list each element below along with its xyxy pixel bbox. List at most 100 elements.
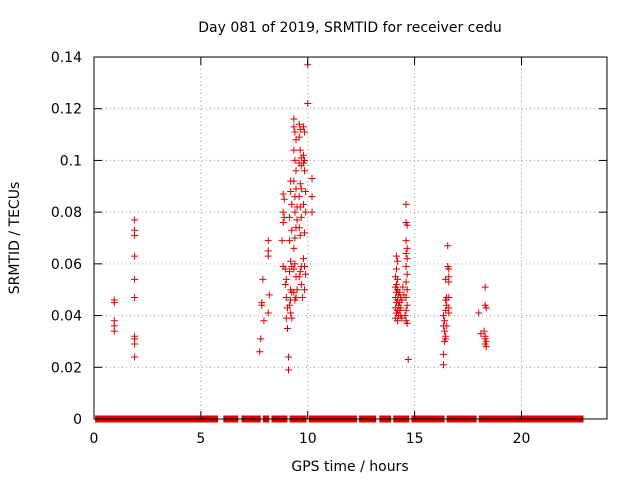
axis-ticks: 0 0.02 0.04 0.06 0.08 0.1 0.12 0.14 0 5 10 15 20 xyxy=(51,50,607,447)
data-point xyxy=(279,190,287,198)
data-point xyxy=(301,229,309,237)
data-point xyxy=(402,293,410,301)
data-point xyxy=(396,306,404,314)
data-point xyxy=(480,327,488,335)
data-point xyxy=(285,366,293,374)
y-tick-label: 0.12 xyxy=(51,102,82,118)
data-point xyxy=(403,270,411,278)
data-point xyxy=(264,309,272,317)
data-point xyxy=(264,237,272,245)
data-point xyxy=(290,115,298,123)
data-point xyxy=(296,268,304,276)
data-point xyxy=(439,312,447,320)
data-point xyxy=(439,361,447,369)
data-point xyxy=(304,100,312,108)
data-point xyxy=(297,213,305,221)
data-point xyxy=(308,175,316,183)
data-point xyxy=(264,252,272,260)
data-point xyxy=(439,350,447,358)
data-point xyxy=(110,299,118,307)
data-point xyxy=(290,146,298,154)
data-point xyxy=(301,286,309,294)
y-tick-label: 0.02 xyxy=(51,360,82,376)
y-tick-label: 0.14 xyxy=(51,50,82,66)
data-point xyxy=(394,257,402,265)
data-point xyxy=(392,265,400,273)
data-point xyxy=(482,343,490,351)
data-point xyxy=(286,268,294,276)
x-tick-label: 15 xyxy=(406,431,424,447)
data-point xyxy=(301,262,309,270)
data-point xyxy=(131,216,139,224)
data-point xyxy=(297,185,305,193)
data-point xyxy=(131,340,139,348)
data-point xyxy=(402,237,410,245)
data-point xyxy=(291,208,299,216)
data-point xyxy=(296,180,304,188)
y-tick-label: 0 xyxy=(73,412,82,428)
x-tick-label: 0 xyxy=(90,431,99,447)
x-axis-label: GPS time / hours xyxy=(291,459,408,475)
data-point xyxy=(299,159,307,167)
data-point xyxy=(292,167,300,175)
data-point xyxy=(299,255,307,263)
data-point xyxy=(475,309,483,317)
data-point xyxy=(403,286,411,294)
data-point xyxy=(403,301,411,309)
data-point xyxy=(403,244,411,252)
data-point xyxy=(286,301,294,309)
data-point xyxy=(441,317,449,325)
data-point xyxy=(443,322,451,330)
data-point xyxy=(301,167,309,175)
data-point xyxy=(290,265,298,273)
data-point xyxy=(257,335,265,343)
data-point xyxy=(445,265,453,273)
data-point xyxy=(394,275,402,283)
grid xyxy=(94,57,607,419)
data-point xyxy=(280,195,288,203)
data-point xyxy=(392,252,400,260)
data-points xyxy=(110,61,490,374)
data-point xyxy=(401,312,409,320)
data-point xyxy=(295,224,303,232)
data-point xyxy=(290,244,298,252)
data-point xyxy=(258,299,266,307)
data-point xyxy=(296,231,304,239)
data-point xyxy=(396,288,404,296)
data-point xyxy=(402,306,410,314)
data-point xyxy=(285,353,293,361)
data-point xyxy=(403,221,411,229)
data-point xyxy=(402,278,410,286)
chart-title: Day 081 of 2019, SRMTID for receiver ced… xyxy=(198,20,501,36)
data-point xyxy=(295,120,303,128)
data-point xyxy=(288,226,296,234)
data-point xyxy=(131,275,139,283)
data-point xyxy=(402,262,410,270)
data-point xyxy=(290,123,298,131)
y-tick-label: 0.08 xyxy=(51,205,82,221)
data-point xyxy=(445,278,453,286)
data-point xyxy=(282,275,290,283)
data-point xyxy=(444,242,452,250)
data-point xyxy=(445,309,453,317)
data-point xyxy=(131,293,139,301)
data-point xyxy=(259,275,267,283)
data-point xyxy=(441,327,449,335)
data-point xyxy=(295,273,303,281)
data-point xyxy=(288,200,296,208)
y-tick-label: 0.04 xyxy=(51,309,82,325)
x-tick-label: 5 xyxy=(196,431,205,447)
x-tick-label: 10 xyxy=(299,431,317,447)
data-point xyxy=(279,208,287,216)
data-point xyxy=(131,231,139,239)
data-point xyxy=(399,283,407,291)
data-point xyxy=(301,128,309,136)
data-point xyxy=(287,257,295,265)
data-point xyxy=(131,353,139,361)
data-point xyxy=(286,213,294,221)
data-point xyxy=(295,133,303,141)
data-point xyxy=(403,255,411,263)
data-point xyxy=(260,317,268,325)
data-point xyxy=(278,237,286,245)
